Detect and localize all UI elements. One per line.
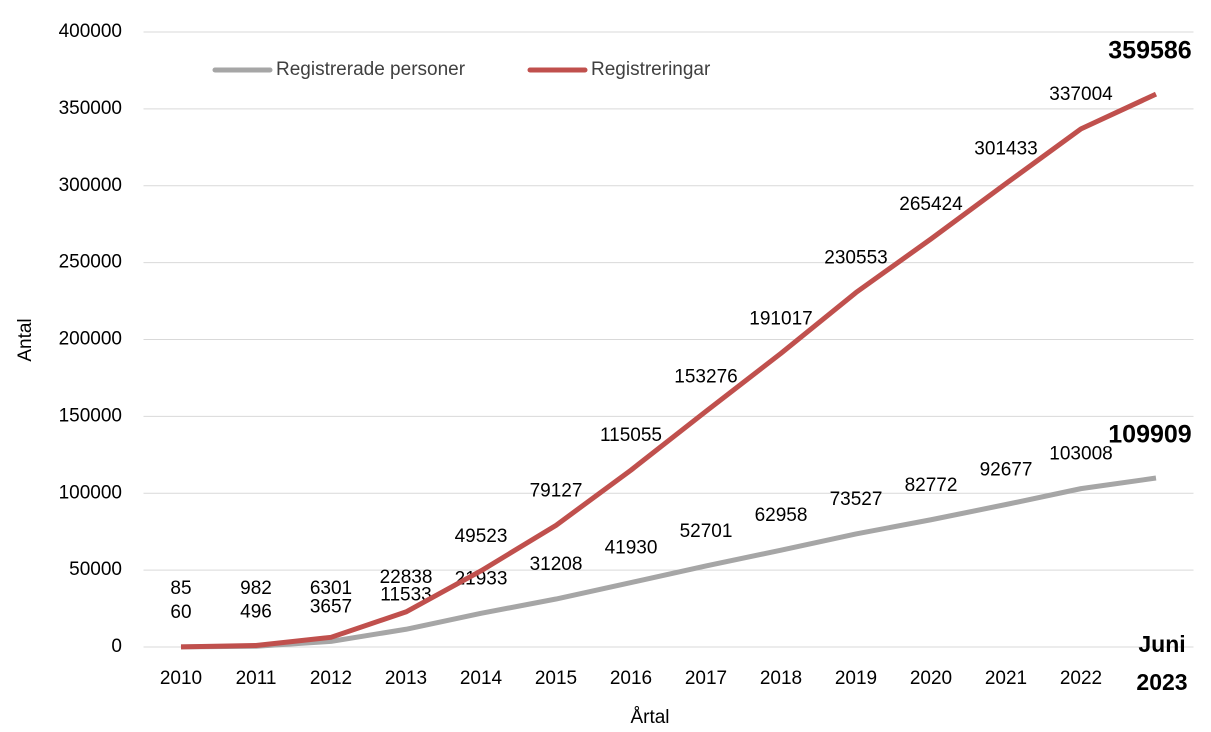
data-label: 60 <box>170 602 191 623</box>
data-label: 496 <box>240 601 272 622</box>
data-label: 79127 <box>530 480 583 501</box>
series-line <box>180 91 1158 650</box>
x-tick-label: 2010 <box>160 668 202 689</box>
data-label: 82772 <box>905 475 958 496</box>
x-tick-label: 2020 <box>910 668 952 689</box>
data-label: 6301 <box>310 578 352 599</box>
x-axis-label: Årtal <box>630 707 669 728</box>
y-tick-label: 250000 <box>59 252 122 273</box>
data-label: 22838 <box>380 567 433 588</box>
y-tick-label: 300000 <box>59 175 122 196</box>
series-line <box>180 475 1157 650</box>
data-label: 191017 <box>749 308 812 329</box>
data-label: 301433 <box>974 139 1037 160</box>
y-tick-label: 0 <box>111 636 122 657</box>
x-tick-label: 2022 <box>1060 668 1102 689</box>
x-tick-label: 2015 <box>535 668 577 689</box>
legend-label: Registreringar <box>591 59 711 80</box>
data-label: 103008 <box>1049 444 1112 465</box>
y-axis-label: Antal <box>15 318 36 361</box>
data-label: 85 <box>170 578 191 599</box>
legend-label: Registrerade personer <box>276 59 466 80</box>
data-label: 49523 <box>455 526 508 547</box>
data-label: 337004 <box>1049 84 1113 105</box>
data-label: 109909 <box>1108 421 1191 449</box>
x-tick-label: 2011 <box>236 668 277 689</box>
x-tick-label: 2019 <box>835 668 877 689</box>
data-label: 92677 <box>980 460 1033 481</box>
data-label: 11533 <box>380 584 431 605</box>
y-tick-label: 350000 <box>59 98 122 119</box>
data-label: 115055 <box>600 425 662 446</box>
x-tick-label: Juni 2023 <box>1136 631 1187 695</box>
x-tick-label: 2017 <box>685 668 727 689</box>
data-label: 153276 <box>674 366 737 387</box>
data-label: 3657 <box>310 596 352 617</box>
data-label: 52701 <box>680 521 733 542</box>
x-tick-label: 2021 <box>985 668 1027 689</box>
data-label: 21933 <box>455 568 508 589</box>
x-tick-label: 2013 <box>385 668 427 689</box>
x-tick-label: 2018 <box>760 668 802 689</box>
y-tick-label: 50000 <box>69 559 122 580</box>
data-label: 359586 <box>1108 37 1191 65</box>
x-tick-label: 2014 <box>460 668 503 689</box>
data-label: 230553 <box>824 248 887 269</box>
y-tick-label: 150000 <box>59 405 122 426</box>
data-label: 41930 <box>605 538 658 559</box>
x-tick-label: 2012 <box>310 668 352 689</box>
data-label: 73527 <box>830 489 883 510</box>
y-tick-label: 100000 <box>59 482 122 503</box>
x-tick-label: 2016 <box>610 668 652 689</box>
y-tick-label: 200000 <box>59 329 122 350</box>
data-label: 265424 <box>899 194 963 215</box>
data-label: 62958 <box>755 505 808 526</box>
data-label: 982 <box>240 578 272 599</box>
y-tick-label: 400000 <box>59 21 122 42</box>
data-label: 31208 <box>530 554 583 575</box>
